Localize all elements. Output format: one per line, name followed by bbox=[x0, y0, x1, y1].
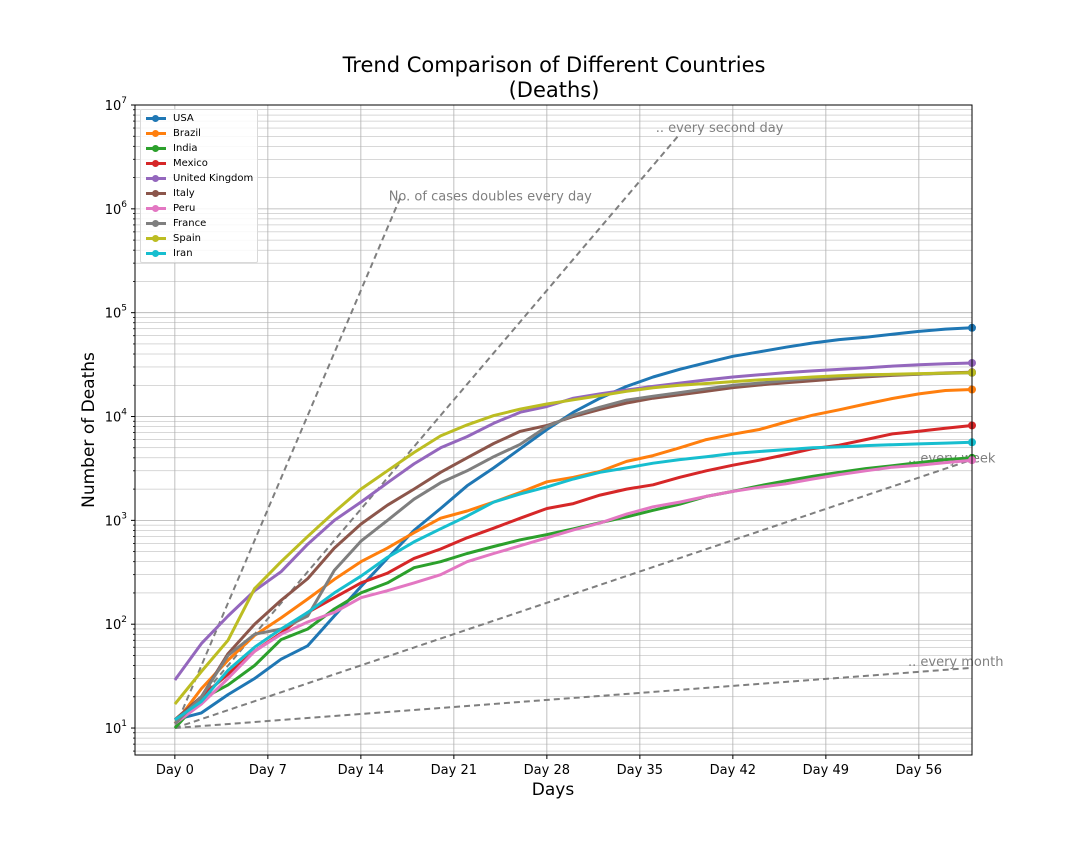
series-line bbox=[173, 371, 973, 706]
legend-item: France bbox=[141, 216, 257, 231]
series-line bbox=[173, 388, 973, 725]
chart-subtitle: (Deaths) bbox=[508, 78, 600, 102]
x-tick-label: Day 14 bbox=[338, 763, 384, 778]
plot-frame bbox=[134, 104, 973, 756]
y-axis-label: Number of Deaths bbox=[79, 352, 99, 508]
legend-item: Peru bbox=[141, 201, 257, 216]
series-line bbox=[174, 440, 973, 722]
legend-marker bbox=[152, 175, 159, 182]
legend-label: Spain bbox=[173, 233, 201, 244]
legend-marker bbox=[152, 190, 159, 197]
legend-item: India bbox=[141, 141, 257, 156]
x-axis-label: Days bbox=[532, 780, 575, 800]
y-tick-label: 105 bbox=[105, 304, 127, 322]
legend-label: Brazil bbox=[173, 128, 201, 139]
y-tick-label: 106 bbox=[105, 200, 128, 218]
chart-title: Trend Comparison of Different Countries bbox=[342, 53, 766, 77]
legend-label: Italy bbox=[173, 188, 195, 199]
legend-marker bbox=[152, 145, 159, 152]
reference-line-label: .. every month bbox=[908, 655, 1003, 670]
legend-label: Peru bbox=[173, 203, 196, 214]
legend-marker bbox=[152, 160, 159, 167]
x-tick-label: Day 0 bbox=[156, 763, 194, 778]
y-tick-label: 104 bbox=[105, 408, 128, 426]
series-line bbox=[174, 326, 973, 722]
legend-label: Mexico bbox=[173, 158, 208, 169]
legend-item: Mexico bbox=[141, 156, 257, 171]
y-tick-label: 107 bbox=[105, 96, 127, 114]
series-line bbox=[174, 458, 973, 725]
legend-marker bbox=[152, 205, 159, 212]
legend-item: USA bbox=[141, 111, 257, 126]
y-tick-label: 102 bbox=[105, 615, 127, 633]
legend-marker bbox=[152, 250, 159, 257]
legend-item: Brazil bbox=[141, 126, 257, 141]
legend-label: France bbox=[173, 218, 207, 229]
reference-lines: No. of cases doubles every day .. every s… bbox=[173, 121, 1003, 730]
y-tick-label: 101 bbox=[105, 719, 127, 737]
x-axis: Day 0 Day 7 Day 14 Day 21 Day 28 Day 35 Day 42… bbox=[156, 755, 942, 778]
legend-label: India bbox=[173, 143, 198, 154]
x-tick-label: Day 21 bbox=[431, 763, 477, 778]
legend-item: Spain bbox=[141, 231, 257, 246]
reference-line-label: No. of cases doubles every day bbox=[389, 190, 592, 205]
legend-marker bbox=[152, 220, 159, 227]
legend-item: Italy bbox=[141, 186, 257, 201]
legend-label: Iran bbox=[173, 248, 193, 259]
x-tick-label: Day 35 bbox=[617, 763, 663, 778]
reference-line bbox=[173, 196, 402, 729]
y-axis: 101 102 103 104 105 106 107 bbox=[105, 96, 135, 752]
legend-item: United Kingdom bbox=[141, 171, 257, 186]
reference-line bbox=[174, 458, 973, 729]
y-tick-label: 103 bbox=[105, 511, 127, 529]
legend: USA Brazil India Mexico United Kingdom Italy P… bbox=[140, 109, 258, 263]
legend-label: United Kingdom bbox=[173, 173, 254, 184]
legend-marker bbox=[152, 115, 159, 122]
legend-marker bbox=[152, 235, 159, 242]
x-tick-label: Day 56 bbox=[896, 763, 942, 778]
legend-item: Iran bbox=[141, 246, 257, 261]
x-tick-label: Day 49 bbox=[803, 763, 849, 778]
reference-line-label: .. every second day bbox=[656, 121, 784, 136]
x-tick-label: Day 28 bbox=[524, 763, 570, 778]
legend-marker bbox=[152, 130, 159, 137]
reference-line bbox=[174, 666, 973, 730]
x-tick-label: Day 7 bbox=[249, 763, 287, 778]
legend-label: USA bbox=[173, 113, 194, 124]
series-group bbox=[173, 323, 976, 730]
x-tick-label: Day 42 bbox=[710, 763, 756, 778]
series-line bbox=[173, 361, 973, 681]
